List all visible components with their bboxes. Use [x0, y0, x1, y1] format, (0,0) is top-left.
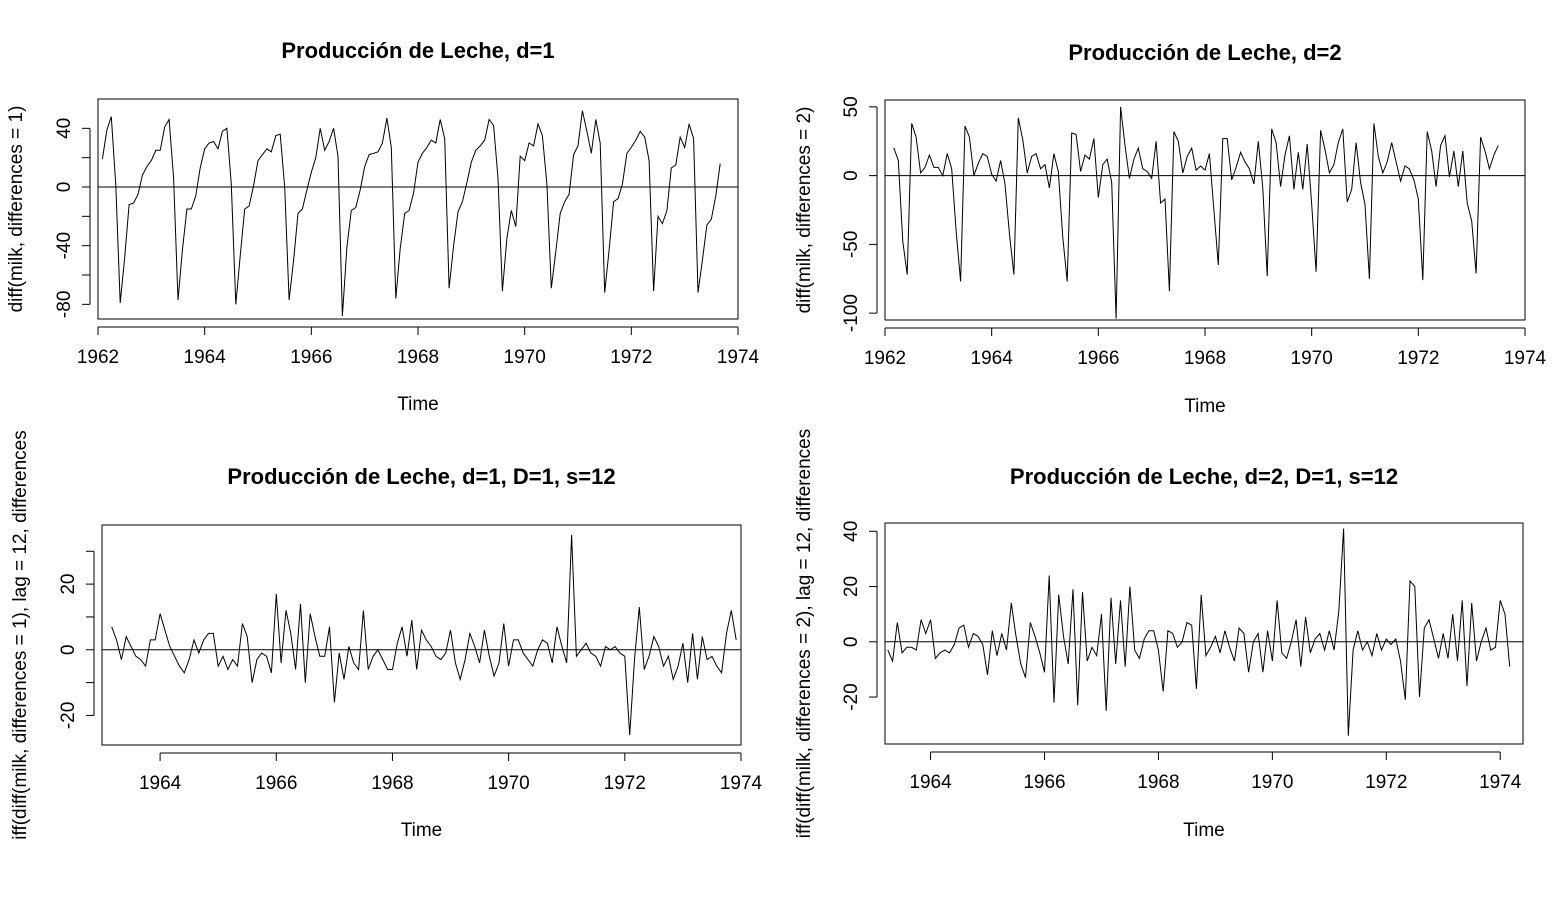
y-tick-label: -20	[841, 683, 862, 710]
panel-d1: Producción de Leche, d=1 1962 1964 1966 1968…	[6, 38, 760, 415]
x-axis-label: Time	[1184, 396, 1226, 417]
y-tick-label: -50	[841, 231, 862, 258]
y-axis-label: diff(milk, differences = 1)	[6, 106, 27, 313]
x-tick-label: 1966	[255, 773, 297, 794]
y-tick-label: 0	[841, 636, 862, 647]
x-tick-label: 1964	[971, 348, 1014, 369]
panel-d2: Producción de Leche, d=2 1962 1964 1966 1968…	[794, 40, 1547, 417]
y-axis-label: diff(milk, differences = 2)	[794, 107, 815, 314]
x-tick-label: 1964	[184, 347, 227, 368]
y-tick-label: -80	[54, 291, 75, 318]
y-tick-label: 20	[58, 574, 79, 595]
x-tick-label: 1966	[1077, 348, 1119, 369]
x-tick-label: 1966	[1023, 772, 1065, 793]
x-axis-label: Time	[1183, 820, 1225, 841]
x-tick-label: 1974	[720, 773, 763, 794]
panel-d2-seasonal: Producción de Leche, d=2, D=1, s=12 1964 1…	[794, 429, 1524, 841]
x-tick-label: 1972	[1397, 348, 1439, 369]
x-tick-label: 1972	[604, 773, 646, 794]
y-axis-label: iff(diff(milk, differences = 1), lag = 1…	[10, 430, 31, 839]
x-tick-label: 1962	[77, 347, 119, 368]
x-tick-label: 1968	[1184, 348, 1226, 369]
plot-frame	[884, 99, 1526, 321]
series-line	[101, 110, 721, 317]
x-tick-label: 1964	[909, 772, 952, 793]
y-tick-label: 50	[841, 96, 862, 117]
x-tick-label: 1974	[1504, 348, 1547, 369]
y-tick-label: 20	[841, 576, 862, 597]
x-tick-label: 1970	[504, 347, 546, 368]
x-tick-label: 1972	[1365, 772, 1407, 793]
chart-title: Producción de Leche, d=2	[1068, 40, 1341, 65]
series-line	[893, 106, 1499, 319]
x-axis-label: Time	[397, 394, 439, 415]
x-tick-label: 1966	[290, 347, 332, 368]
x-tick-label: 1968	[1137, 772, 1179, 793]
x-tick-label: 1970	[1291, 348, 1333, 369]
x-tick-label: 1974	[717, 347, 760, 368]
y-tick-label: 0	[58, 644, 79, 655]
plot-frame	[101, 524, 742, 746]
x-tick-label: 1970	[1251, 772, 1293, 793]
x-tick-label: 1968	[371, 773, 413, 794]
y-tick-label: 0	[54, 182, 75, 193]
chart-title: Producción de Leche, d=1	[281, 38, 554, 63]
y-tick-label: 40	[841, 521, 862, 542]
x-tick-label: 1964	[139, 773, 182, 794]
y-tick-label: 0	[841, 170, 862, 181]
x-axis-label: Time	[401, 820, 443, 841]
series-line	[111, 534, 737, 736]
plot-frame	[97, 98, 739, 320]
y-tick-label: 40	[54, 118, 75, 139]
x-tick-label: 1974	[1479, 772, 1522, 793]
chart-title: Producción de Leche, d=1, D=1, s=12	[227, 464, 615, 489]
y-tick-label: -100	[841, 294, 862, 332]
x-tick-label: 1970	[487, 773, 529, 794]
y-axis-label: iff(diff(milk, differences = 2), lag = 1…	[794, 429, 815, 838]
y-tick-label: -20	[58, 702, 79, 729]
plot-frame	[884, 522, 1524, 745]
panel-d1-seasonal: Producción de Leche, d=1, D=1, s=12 1964 1…	[10, 430, 763, 841]
series-line	[887, 528, 1511, 736]
chart-title: Producción de Leche, d=2, D=1, s=12	[1010, 464, 1398, 489]
x-tick-label: 1972	[610, 347, 652, 368]
y-tick-label: -40	[54, 232, 75, 259]
x-tick-label: 1962	[864, 348, 906, 369]
x-tick-label: 1968	[397, 347, 439, 368]
